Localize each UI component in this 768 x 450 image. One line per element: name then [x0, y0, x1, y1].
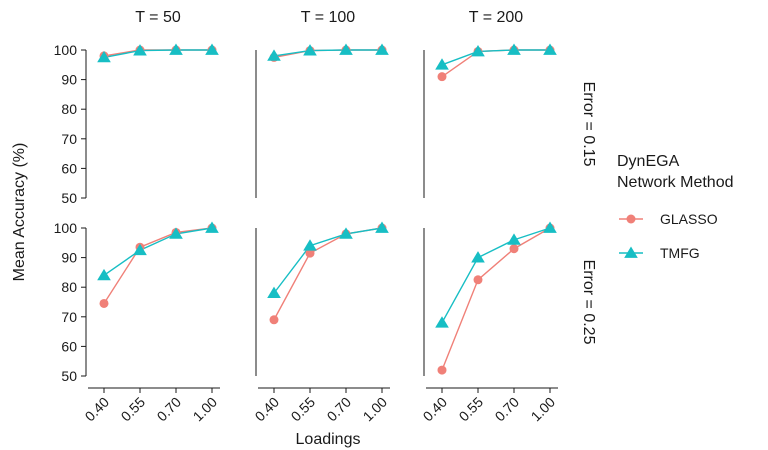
data-point-tmfg — [205, 221, 219, 233]
x-tick-label: 0.40 — [420, 394, 451, 425]
panel — [97, 221, 219, 308]
x-tick-label: 0.70 — [154, 394, 185, 425]
series-line-tmfg — [441, 49, 550, 66]
data-point-glasso — [269, 315, 279, 325]
column-strip-label: T = 50 — [135, 9, 181, 26]
panels-layer — [81, 43, 558, 393]
x-tick-label: 0.55 — [288, 394, 319, 425]
data-point-tmfg — [267, 49, 281, 61]
x-tick-label: 0.70 — [492, 394, 523, 425]
y-tick-label: 100 — [54, 42, 78, 58]
data-point-tmfg — [339, 43, 353, 55]
panel — [267, 221, 389, 325]
data-point-tmfg — [303, 239, 317, 251]
data-point-tmfg — [267, 286, 281, 298]
series-line-tmfg — [103, 49, 212, 59]
data-point-tmfg — [303, 44, 317, 56]
x-tick-label: 1.00 — [528, 394, 559, 425]
legend-swatch-marker — [626, 214, 636, 224]
data-point-tmfg — [375, 43, 389, 55]
data-point-tmfg — [435, 316, 449, 328]
y-tick-label: 70 — [61, 309, 77, 325]
legend-swatch-marker — [624, 246, 638, 258]
legend: DynEGA Network Method GLASSO TMFG — [617, 153, 734, 261]
x-tick-label: 1.00 — [360, 394, 391, 425]
data-point-tmfg — [205, 43, 219, 55]
data-point-tmfg — [133, 243, 147, 256]
data-point-tmfg — [97, 268, 111, 281]
x-tick-label: 0.70 — [324, 394, 355, 425]
y-tick-label: 100 — [54, 220, 78, 236]
y-tick-label: 90 — [61, 72, 77, 88]
data-point-tmfg — [375, 221, 389, 233]
legend-label-glasso: GLASSO — [660, 211, 718, 227]
data-point-tmfg — [169, 227, 183, 239]
data-point-tmfg — [543, 221, 557, 233]
legend-items: GLASSO TMFG — [619, 211, 718, 261]
series-line-glasso — [273, 227, 383, 321]
legend-title-line1: DynEGA — [617, 153, 680, 170]
x-tick-label: 0.55 — [456, 394, 487, 425]
data-point-tmfg — [339, 227, 353, 239]
data-point-tmfg — [471, 44, 485, 57]
y-tick-label: 50 — [61, 368, 77, 384]
data-point-glasso — [473, 275, 483, 285]
series-line-glasso — [441, 227, 551, 371]
data-point-tmfg — [471, 251, 485, 263]
data-point-glasso — [305, 248, 315, 258]
series-line-glasso — [103, 227, 213, 304]
data-point-glasso — [509, 244, 519, 254]
y-tick-label: 50 — [61, 190, 77, 206]
x-tick-label: 0.55 — [118, 394, 149, 425]
data-point-tmfg — [169, 43, 183, 55]
data-point-tmfg — [435, 58, 449, 70]
data-point-glasso — [99, 298, 109, 308]
series-line-tmfg — [103, 227, 213, 276]
x-tick-label: 0.40 — [252, 394, 283, 425]
y-tick-label: 90 — [61, 250, 77, 266]
x-tick-label: 0.40 — [82, 394, 113, 425]
series-line-tmfg — [441, 227, 551, 324]
y-tick-label: 60 — [61, 160, 77, 176]
labels-layer: Mean Accuracy (%) Loadings T = 50 T = 100… — [11, 9, 597, 448]
column-strip-label: T = 100 — [301, 9, 356, 26]
y-tick-label: 80 — [61, 279, 77, 295]
panel — [435, 43, 557, 82]
series-line-glasso — [441, 49, 550, 78]
panel — [435, 221, 557, 375]
y-tick-label: 60 — [61, 338, 77, 354]
panel — [267, 43, 389, 62]
y-tick-label: 70 — [61, 131, 77, 147]
x-tick-label: 1.00 — [190, 394, 221, 425]
series-line-tmfg — [273, 49, 382, 57]
row-strip-label: Error = 0.15 — [580, 82, 597, 167]
data-point-glasso — [437, 72, 447, 82]
data-point-tmfg — [543, 43, 557, 55]
data-point-tmfg — [133, 44, 147, 56]
x-axis-title: Loadings — [296, 431, 361, 448]
column-strip-label: T = 200 — [469, 9, 524, 26]
data-point-glasso — [437, 365, 447, 375]
series-line-tmfg — [273, 227, 383, 294]
data-point-tmfg — [507, 43, 521, 55]
row-strip-label: Error = 0.25 — [580, 260, 597, 345]
legend-title-line2: Network Method — [617, 174, 734, 191]
panel — [97, 43, 219, 63]
data-point-tmfg — [97, 50, 111, 63]
data-point-tmfg — [507, 233, 521, 245]
legend-label-tmfg: TMFG — [660, 245, 700, 261]
y-axis-title: Mean Accuracy (%) — [11, 143, 28, 282]
y-tick-label: 80 — [61, 101, 77, 117]
